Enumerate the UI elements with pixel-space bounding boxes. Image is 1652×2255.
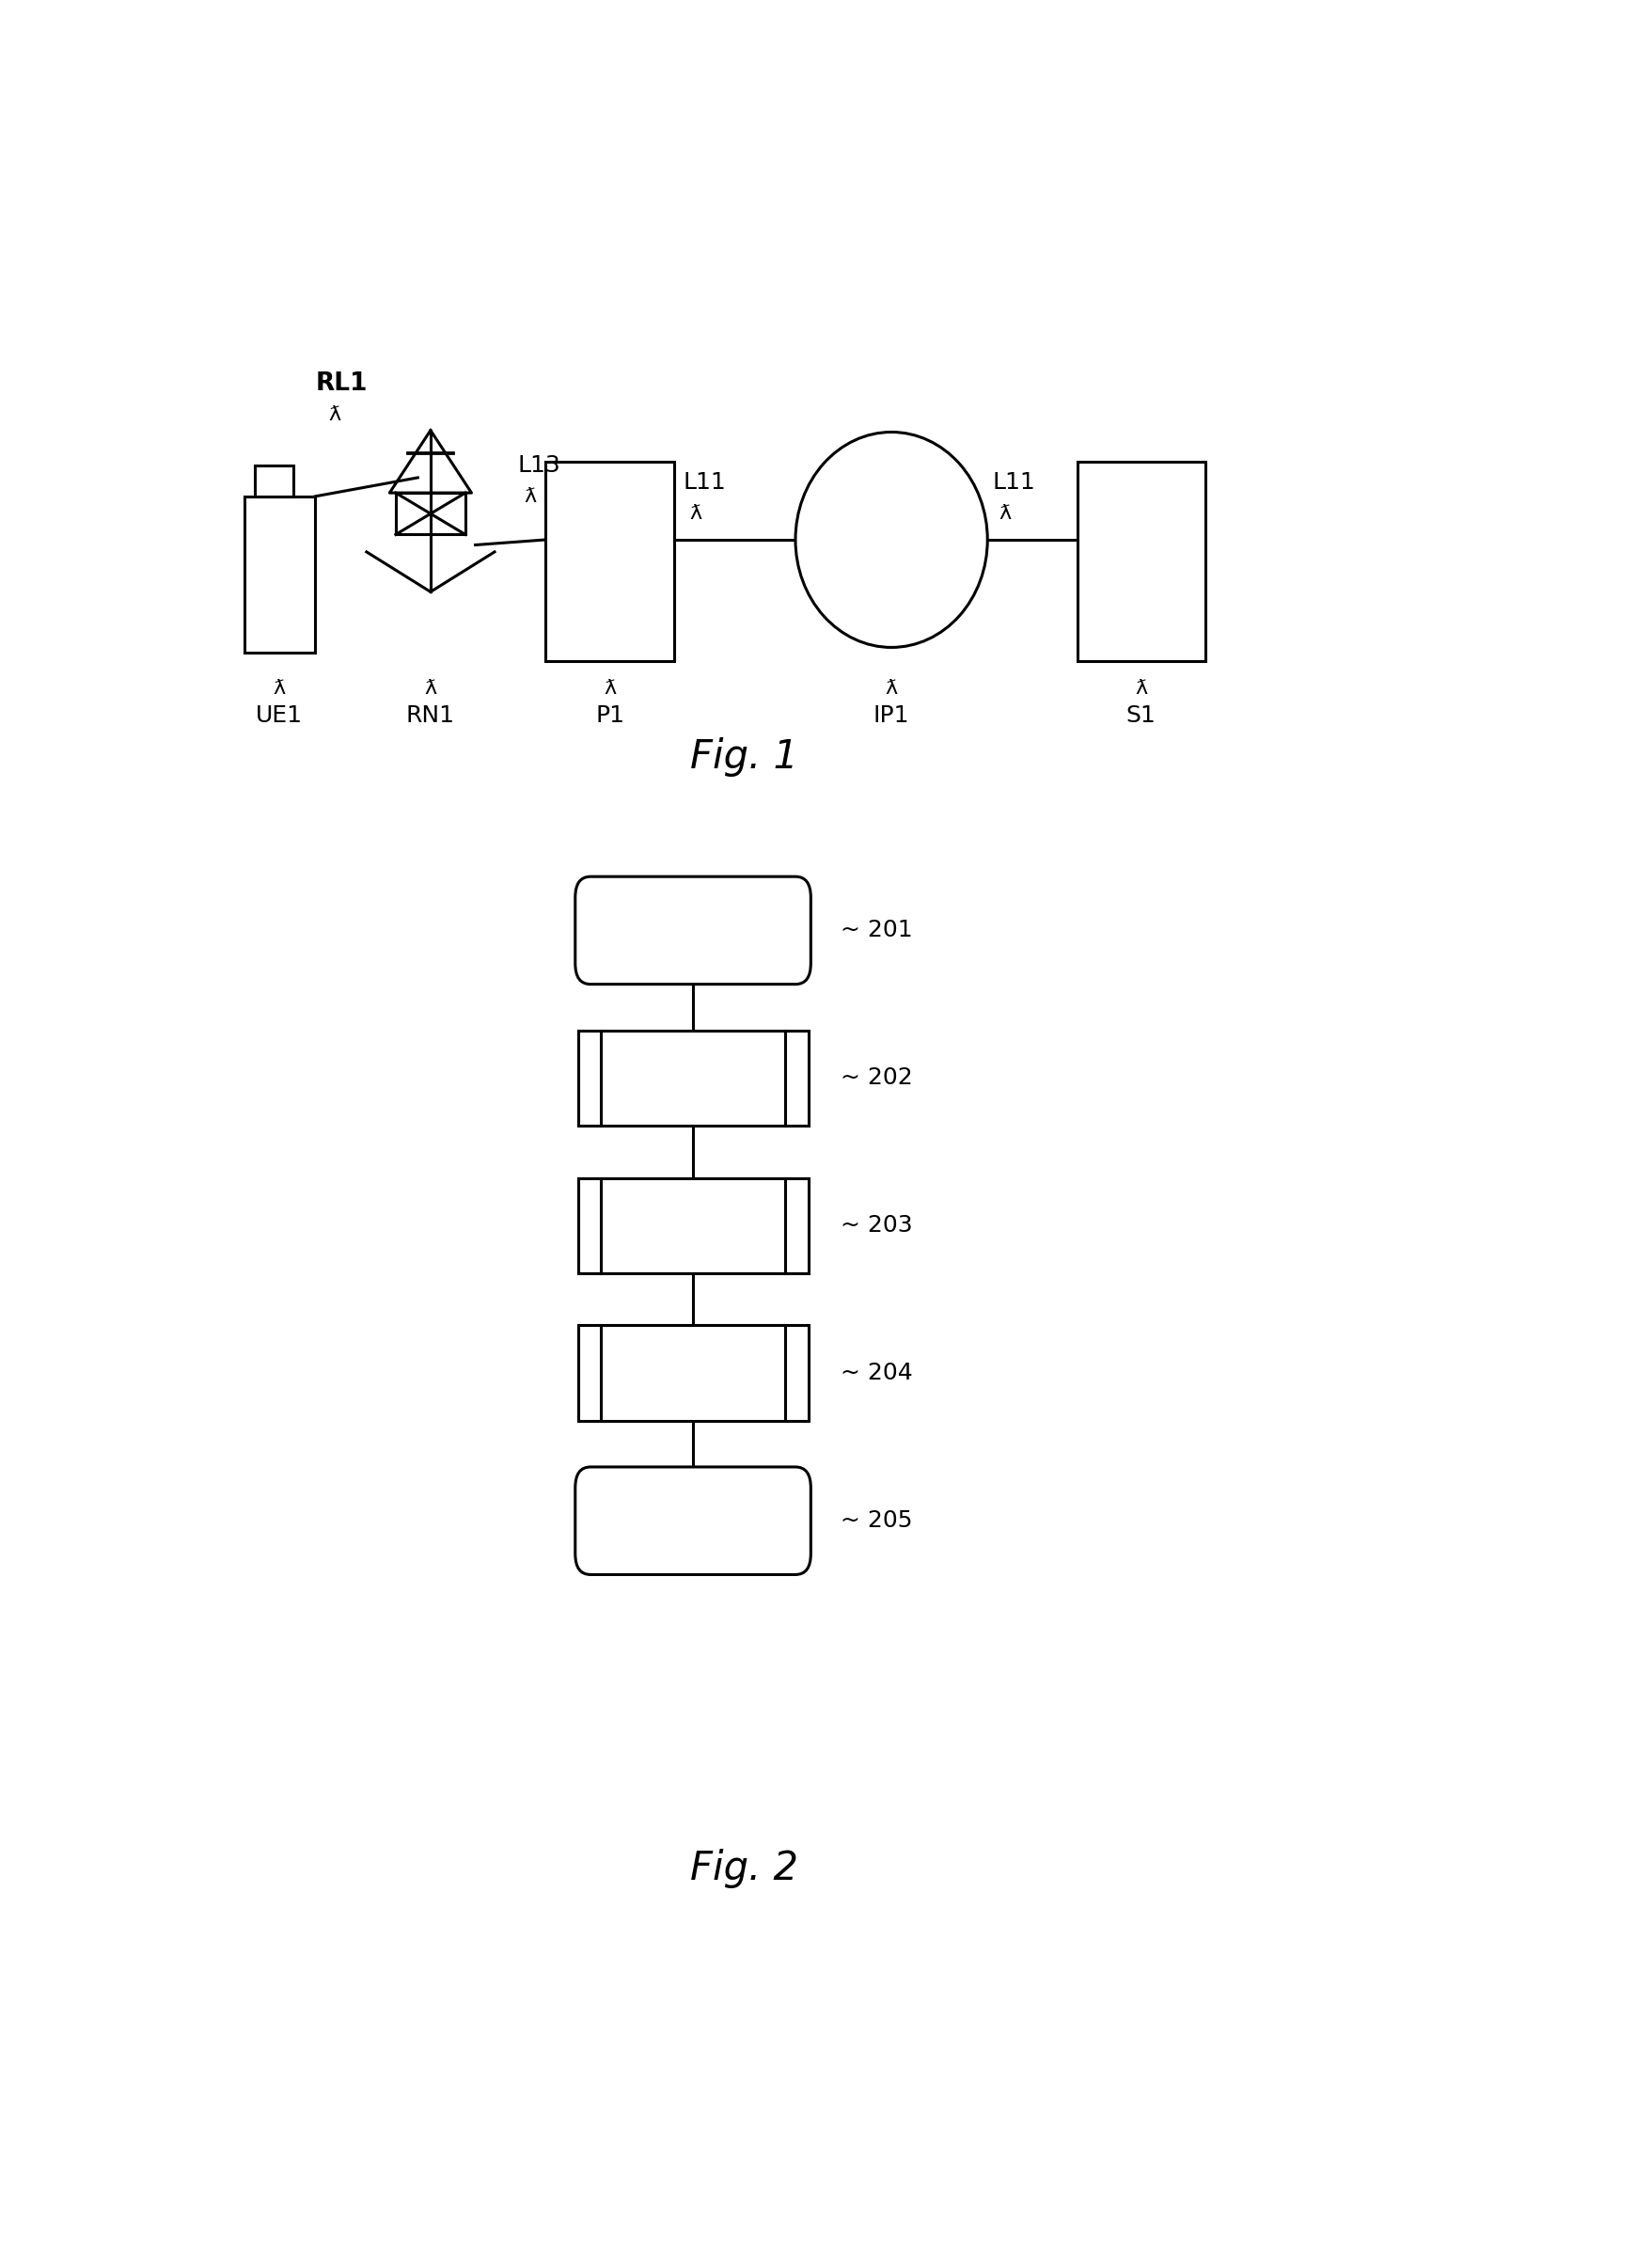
Text: P1: P1 <box>595 704 624 728</box>
Bar <box>244 496 316 652</box>
Ellipse shape <box>796 433 988 647</box>
Text: ƛ: ƛ <box>329 406 340 424</box>
Text: ~ 202: ~ 202 <box>841 1067 912 1089</box>
Text: ƛ: ƛ <box>1135 679 1146 697</box>
Text: ƛ: ƛ <box>425 679 436 697</box>
Text: ~ 203: ~ 203 <box>841 1213 912 1238</box>
Text: Fig. 2: Fig. 2 <box>691 1849 798 1887</box>
Bar <box>578 1326 808 1421</box>
Bar <box>545 462 674 661</box>
Bar <box>578 1177 808 1274</box>
Bar <box>1077 462 1206 661</box>
Text: ~ 205: ~ 205 <box>841 1509 912 1531</box>
FancyBboxPatch shape <box>575 1468 811 1574</box>
Text: S1: S1 <box>1127 704 1156 728</box>
Text: ƛ: ƛ <box>689 505 702 523</box>
Text: ƛ: ƛ <box>524 487 537 505</box>
Text: L11: L11 <box>682 471 725 494</box>
Text: ~ 201: ~ 201 <box>841 920 912 943</box>
Bar <box>578 1031 808 1125</box>
Text: ƛ: ƛ <box>885 679 897 697</box>
Bar <box>254 465 294 496</box>
Text: L13: L13 <box>517 453 560 476</box>
Text: Fig. 1: Fig. 1 <box>691 737 798 776</box>
Text: RL1: RL1 <box>316 372 367 395</box>
Text: IP1: IP1 <box>874 704 910 728</box>
Text: ƛ: ƛ <box>273 679 286 697</box>
Text: UE1: UE1 <box>256 704 302 728</box>
Text: ƛ: ƛ <box>999 505 1011 523</box>
Text: L11: L11 <box>993 471 1036 494</box>
Text: ~ 204: ~ 204 <box>841 1362 912 1385</box>
Text: RN1: RN1 <box>406 704 454 728</box>
Text: ƛ: ƛ <box>603 679 616 697</box>
FancyBboxPatch shape <box>575 877 811 983</box>
